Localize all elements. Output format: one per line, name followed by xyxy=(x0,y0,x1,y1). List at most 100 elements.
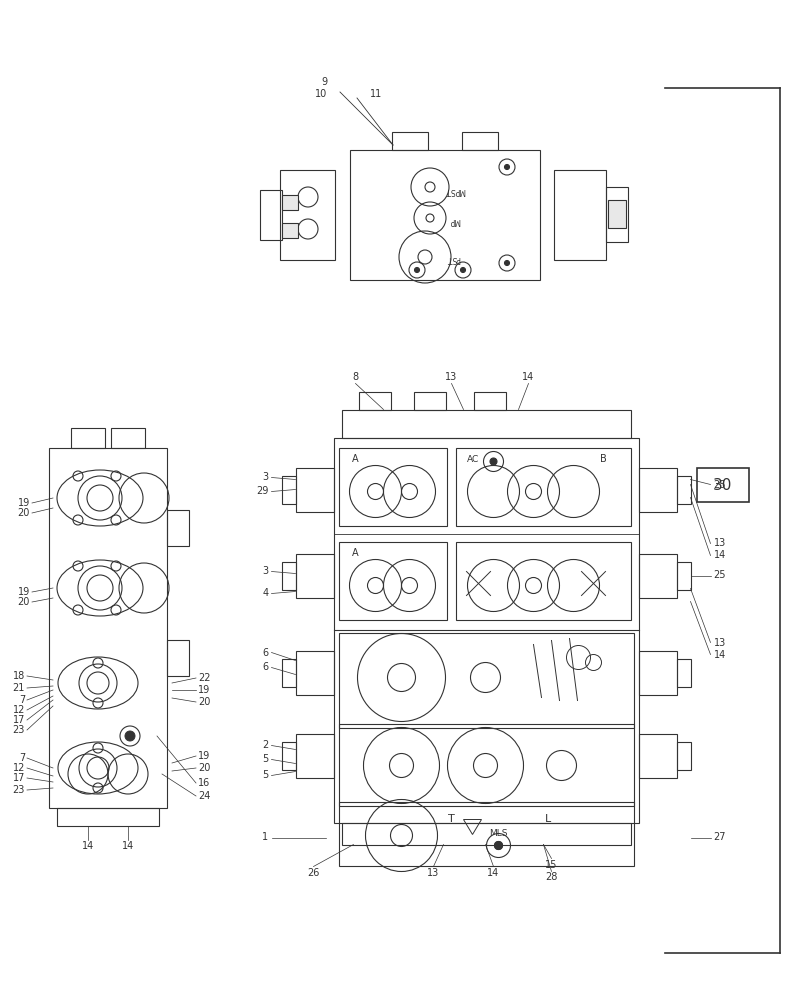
Text: 13: 13 xyxy=(713,638,726,648)
Bar xyxy=(676,658,691,686)
Bar xyxy=(296,554,334,597)
Bar xyxy=(554,170,606,260)
Text: 17: 17 xyxy=(13,773,25,783)
Text: 14: 14 xyxy=(487,867,499,878)
Text: MP: MP xyxy=(449,216,461,225)
Bar xyxy=(281,476,296,504)
Text: 19: 19 xyxy=(198,751,210,761)
Text: 25: 25 xyxy=(713,480,726,489)
Bar xyxy=(296,650,334,694)
Text: 25: 25 xyxy=(713,570,726,580)
Text: 23: 23 xyxy=(13,725,25,735)
Bar xyxy=(339,448,447,526)
Text: 14: 14 xyxy=(713,550,726,560)
Bar xyxy=(57,808,159,826)
Text: 27: 27 xyxy=(713,832,726,842)
Bar xyxy=(282,223,298,238)
Text: 24: 24 xyxy=(198,791,210,801)
Bar xyxy=(342,822,630,844)
Bar xyxy=(339,802,633,865)
Circle shape xyxy=(415,267,419,272)
Circle shape xyxy=(494,842,503,850)
Bar xyxy=(339,724,633,806)
Bar xyxy=(281,562,296,589)
Text: 13: 13 xyxy=(713,538,726,548)
Text: 12: 12 xyxy=(13,763,25,773)
Text: 20: 20 xyxy=(198,763,210,773)
Text: MPST: MPST xyxy=(444,186,465,194)
Text: MLS: MLS xyxy=(490,829,507,838)
Text: 26: 26 xyxy=(307,867,320,878)
Circle shape xyxy=(461,267,465,272)
Text: 13: 13 xyxy=(427,867,440,878)
Bar xyxy=(167,510,189,546)
Text: 11: 11 xyxy=(370,89,382,99)
Bar xyxy=(462,132,498,150)
Text: B: B xyxy=(600,454,607,464)
Circle shape xyxy=(125,731,135,741)
Bar xyxy=(638,734,676,778)
Bar xyxy=(281,658,296,686)
Bar xyxy=(473,391,506,410)
Text: 13: 13 xyxy=(445,372,457,382)
Bar xyxy=(676,742,691,770)
Bar xyxy=(339,633,633,728)
Text: 19: 19 xyxy=(18,498,30,508)
Text: 18: 18 xyxy=(13,671,25,681)
Text: 21: 21 xyxy=(13,683,25,693)
Text: 15: 15 xyxy=(545,859,558,869)
Bar xyxy=(296,468,334,512)
Text: 5: 5 xyxy=(263,770,268,780)
Bar xyxy=(638,554,676,597)
Text: 14: 14 xyxy=(713,650,726,660)
Text: AC: AC xyxy=(467,455,480,464)
Bar xyxy=(280,170,335,260)
Bar xyxy=(456,448,630,526)
Bar xyxy=(359,391,390,410)
Text: 30: 30 xyxy=(713,478,733,492)
Bar xyxy=(339,542,447,619)
Bar xyxy=(638,650,676,694)
Text: 3: 3 xyxy=(263,566,268,576)
Text: 16: 16 xyxy=(198,778,210,788)
Text: 10: 10 xyxy=(315,89,327,99)
Text: 7: 7 xyxy=(19,695,25,705)
Text: 8: 8 xyxy=(352,372,359,382)
Text: A: A xyxy=(352,548,359,558)
Circle shape xyxy=(494,842,503,850)
Text: 4: 4 xyxy=(263,588,268,598)
Text: 29: 29 xyxy=(256,487,268,496)
Text: A: A xyxy=(352,454,359,464)
Text: 19: 19 xyxy=(18,587,30,597)
Text: 3: 3 xyxy=(263,473,268,483)
Bar xyxy=(260,190,282,240)
Text: PST: PST xyxy=(446,254,460,263)
Text: 6: 6 xyxy=(263,648,268,658)
Text: 7: 7 xyxy=(19,753,25,763)
Text: 5: 5 xyxy=(263,754,268,764)
Text: 12: 12 xyxy=(13,705,25,715)
Bar xyxy=(281,742,296,770)
Bar xyxy=(697,468,749,502)
Text: 22: 22 xyxy=(198,673,211,683)
Text: 14: 14 xyxy=(523,372,535,382)
Bar xyxy=(167,640,189,676)
Text: 20: 20 xyxy=(18,597,30,607)
Bar xyxy=(392,132,428,150)
Bar xyxy=(606,187,628,242)
Text: 6: 6 xyxy=(263,662,268,672)
Text: 20: 20 xyxy=(198,697,210,707)
Bar xyxy=(334,438,638,822)
Text: 28: 28 xyxy=(545,872,558,882)
Text: 23: 23 xyxy=(13,785,25,795)
Text: 20: 20 xyxy=(18,508,30,518)
Bar xyxy=(638,468,676,512)
Bar xyxy=(111,428,145,448)
Text: 19: 19 xyxy=(198,685,210,695)
Text: L: L xyxy=(545,814,552,824)
Bar xyxy=(296,734,334,778)
Circle shape xyxy=(490,458,497,465)
Text: 2: 2 xyxy=(263,740,268,750)
Bar xyxy=(456,542,630,619)
Bar xyxy=(71,428,105,448)
